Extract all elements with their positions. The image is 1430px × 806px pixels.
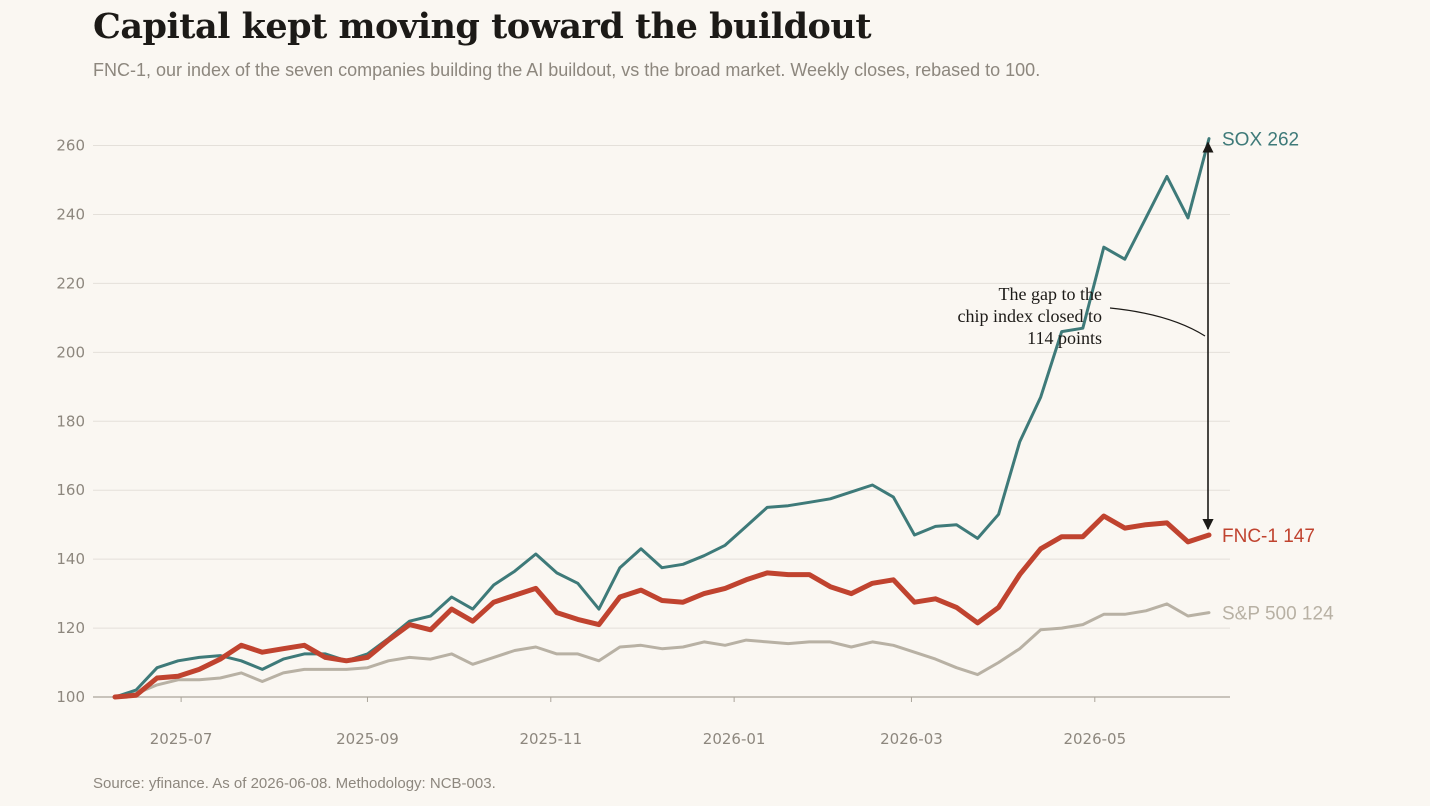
sp500-line [113,602,1211,699]
sp500-end-label: S&P 500 124 [1222,604,1334,625]
y-tick-label: 220 [56,274,85,292]
sox-end-label: SOX 262 [1222,130,1299,151]
y-tick-label: 100 [56,688,85,706]
y-tick-label: 260 [56,137,85,155]
y-tick-label: 140 [56,550,85,568]
y-tick-label: 240 [56,205,85,223]
x-tick-label: 2026-05 [1063,730,1126,748]
x-axis-ticks: 2025-07 2025-09 2025-11 2026-01 2026-03 2026-… [150,697,1126,748]
y-tick-label: 120 [56,619,85,637]
y-tick-label: 200 [56,343,85,361]
y-tick-label: 160 [56,481,85,499]
series-lines [112,137,1212,700]
gridlines [93,145,1230,698]
x-tick-label: 2025-07 [150,730,213,748]
x-tick-label: 2025-09 [336,730,399,748]
x-tick-label: 2026-03 [880,730,943,748]
end-labels: SOX 262 FNC-1 147 S&P 500 124 [1222,130,1334,625]
fnc1-end-label: FNC-1 147 [1222,526,1315,547]
chart-subtitle: FNC-1, our index of the seven companies … [93,60,1041,80]
annotation-text-line: 114 points [1027,328,1102,348]
annotation-text-line: The gap to the [999,284,1102,304]
chart-title: Capital kept moving toward the buildout [93,6,872,47]
annotation-text-line: chip index closed to [958,306,1102,326]
fnc1-line [112,513,1212,700]
y-axis-ticks: 100 120 140 160 180 200 220 240 260 [56,137,85,707]
source-note: Source: yfinance. As of 2026-06-08. Meth… [93,775,496,792]
x-tick-label: 2026-01 [703,730,766,748]
annotation-connector [1109,307,1206,337]
x-tick-label: 2025-11 [519,730,582,748]
y-tick-label: 180 [56,412,85,430]
sox-line [113,137,1211,699]
